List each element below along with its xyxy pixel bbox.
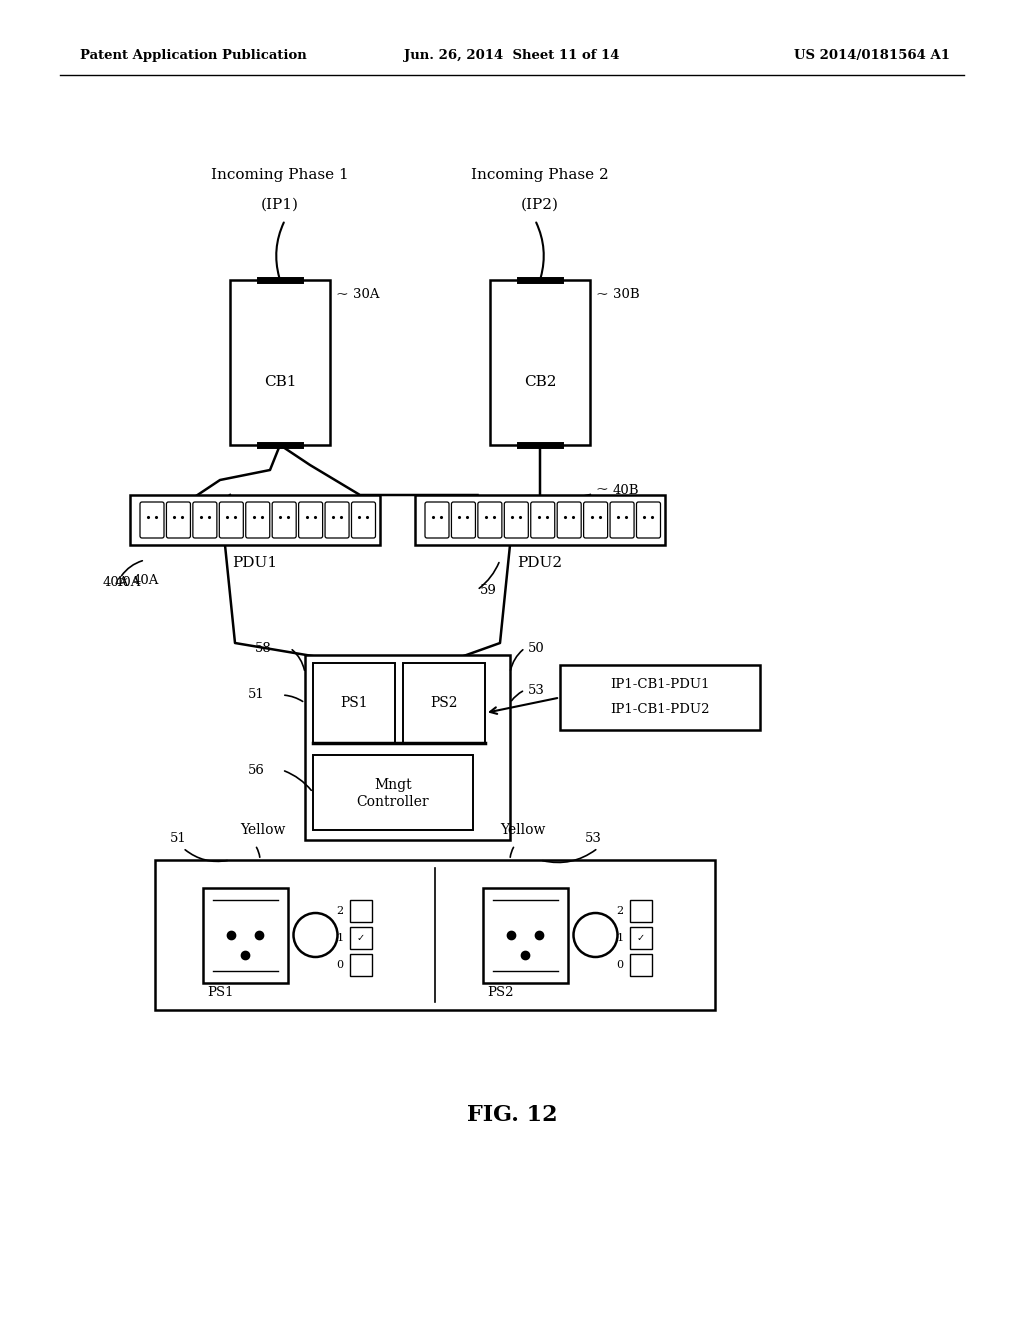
Text: PS2: PS2	[487, 986, 514, 998]
Bar	[630, 900, 651, 921]
Text: Controller: Controller	[356, 796, 429, 809]
Text: Yellow: Yellow	[240, 822, 286, 837]
FancyBboxPatch shape	[272, 502, 296, 539]
Text: ✓: ✓	[356, 933, 365, 942]
Bar	[630, 954, 651, 975]
Bar	[155, 861, 715, 1010]
Text: IP1-CB1-PDU2: IP1-CB1-PDU2	[610, 704, 710, 715]
Text: 1: 1	[616, 933, 624, 942]
FancyBboxPatch shape	[167, 502, 190, 539]
Text: PS2: PS2	[430, 696, 458, 710]
FancyBboxPatch shape	[504, 502, 528, 539]
Text: 56: 56	[248, 763, 265, 776]
Text: ~: ~	[335, 288, 348, 302]
FancyBboxPatch shape	[637, 502, 660, 539]
Text: 1: 1	[336, 933, 343, 942]
Text: 53: 53	[528, 684, 545, 697]
Bar	[349, 954, 372, 975]
Text: Jun. 26, 2014  Sheet 11 of 14: Jun. 26, 2014 Sheet 11 of 14	[404, 49, 620, 62]
Text: 2: 2	[336, 906, 343, 916]
FancyBboxPatch shape	[219, 502, 244, 539]
Text: ~: ~	[595, 288, 608, 302]
Text: IP1-CB1-PDU1: IP1-CB1-PDU1	[610, 678, 710, 690]
Text: FIG. 12: FIG. 12	[467, 1104, 557, 1126]
FancyBboxPatch shape	[299, 502, 323, 539]
FancyBboxPatch shape	[425, 502, 449, 539]
Bar	[560, 665, 760, 730]
Bar	[313, 755, 473, 830]
Bar	[313, 663, 395, 743]
Text: 0: 0	[616, 960, 624, 970]
Text: 51: 51	[248, 689, 265, 701]
Text: ~: ~	[595, 483, 608, 498]
Text: CB2: CB2	[523, 375, 556, 389]
Text: 40A: 40A	[133, 573, 160, 586]
Text: 30B: 30B	[613, 289, 640, 301]
Bar	[490, 280, 590, 445]
Text: PS1: PS1	[208, 986, 234, 998]
Text: PDU2: PDU2	[517, 556, 562, 570]
FancyBboxPatch shape	[193, 502, 217, 539]
Text: 2: 2	[616, 906, 624, 916]
Bar	[482, 887, 567, 982]
Text: Incoming Phase 1: Incoming Phase 1	[211, 168, 349, 182]
Bar	[230, 280, 330, 445]
FancyBboxPatch shape	[478, 502, 502, 539]
FancyBboxPatch shape	[584, 502, 607, 539]
Text: 0: 0	[336, 960, 343, 970]
Bar	[130, 495, 380, 545]
Text: (IP1): (IP1)	[261, 198, 299, 213]
Text: 58: 58	[255, 642, 271, 655]
Bar	[403, 663, 485, 743]
Text: PS1: PS1	[340, 696, 368, 710]
Text: 50: 50	[528, 642, 545, 655]
Text: ~: ~	[115, 573, 128, 587]
Text: Patent Application Publication: Patent Application Publication	[80, 49, 307, 62]
Text: 30A: 30A	[353, 289, 380, 301]
Bar	[349, 927, 372, 949]
Text: Yellow: Yellow	[500, 822, 546, 837]
FancyBboxPatch shape	[325, 502, 349, 539]
Text: 40A: 40A	[103, 577, 129, 590]
Text: 40A: 40A	[115, 577, 141, 590]
Text: (IP2): (IP2)	[521, 198, 559, 213]
FancyBboxPatch shape	[246, 502, 269, 539]
Bar	[349, 900, 372, 921]
Text: US 2014/0181564 A1: US 2014/0181564 A1	[794, 49, 950, 62]
Bar	[203, 887, 288, 982]
Text: 53: 53	[585, 832, 602, 845]
Bar	[415, 495, 665, 545]
FancyBboxPatch shape	[351, 502, 376, 539]
Text: 51: 51	[170, 832, 186, 845]
Text: Mngt: Mngt	[374, 779, 412, 792]
FancyBboxPatch shape	[140, 502, 164, 539]
FancyBboxPatch shape	[530, 502, 555, 539]
FancyBboxPatch shape	[610, 502, 634, 539]
Text: CB1: CB1	[264, 375, 296, 389]
Bar	[630, 927, 651, 949]
Text: PDU1: PDU1	[232, 556, 278, 570]
Text: 40B: 40B	[613, 483, 640, 496]
Text: Incoming Phase 2: Incoming Phase 2	[471, 168, 609, 182]
FancyBboxPatch shape	[452, 502, 475, 539]
Text: ✓: ✓	[637, 933, 644, 942]
FancyBboxPatch shape	[557, 502, 582, 539]
Text: 59: 59	[480, 583, 497, 597]
Bar	[305, 655, 510, 840]
